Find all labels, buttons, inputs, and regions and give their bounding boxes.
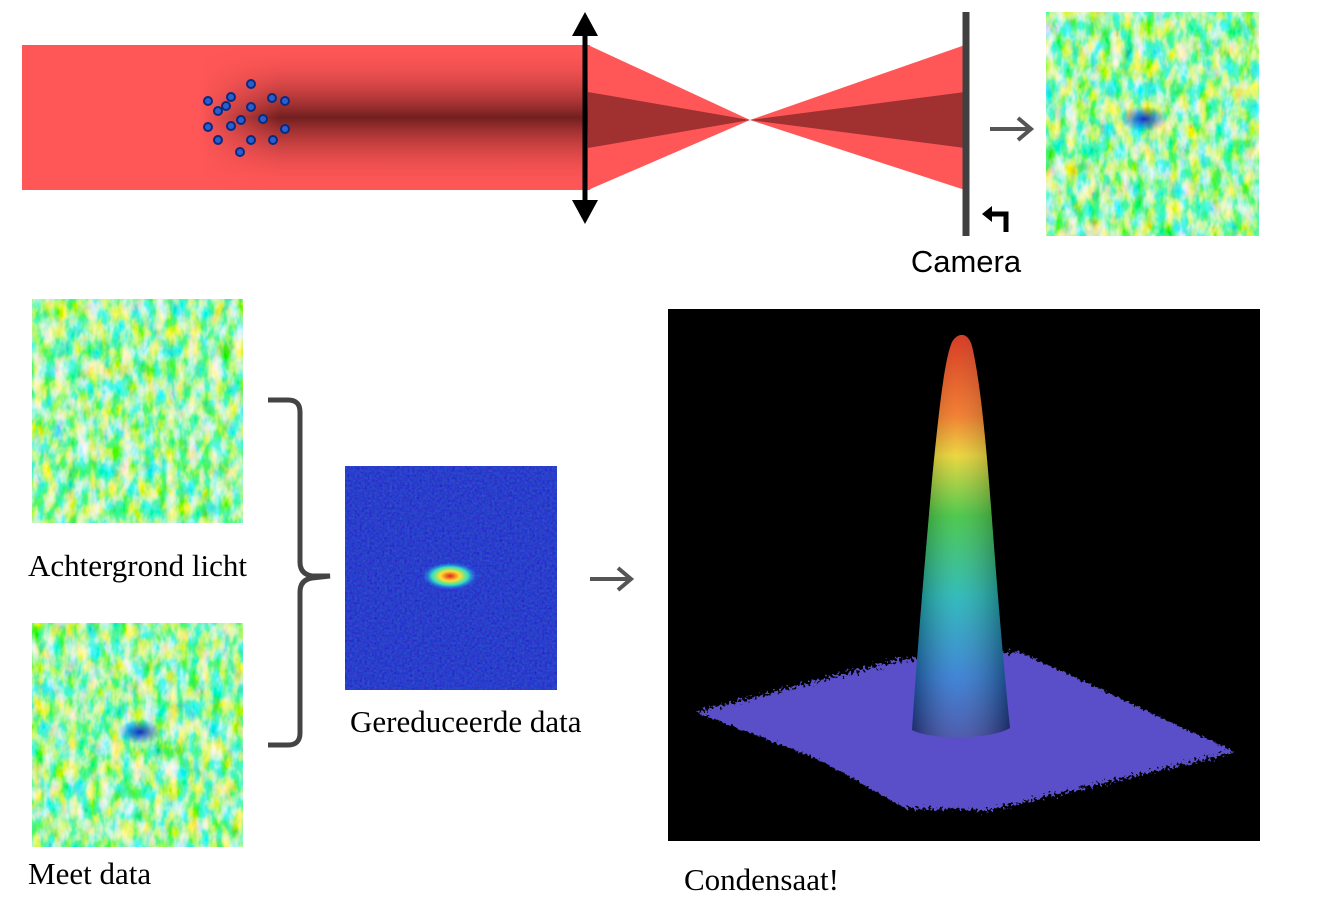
shadow-cone	[588, 92, 750, 148]
atoms	[203, 79, 290, 157]
arrow	[590, 566, 635, 592]
camera-label: Camera	[911, 244, 1022, 279]
measurement-label: Meet data	[28, 856, 151, 891]
arrow	[990, 116, 1035, 142]
condensate-label: Condensaat!	[684, 862, 839, 897]
condensate-spot	[422, 562, 478, 590]
pointer-arrow	[989, 211, 1009, 232]
reduced-label: Gereduceerde data	[350, 704, 582, 739]
peak-shading	[912, 334, 1010, 738]
background-label: Achtergrond licht	[28, 548, 247, 583]
bracket	[268, 397, 331, 748]
lens	[572, 12, 598, 224]
pointer-head	[982, 206, 992, 222]
atom-shadow	[118, 720, 162, 744]
shadow-cone	[750, 92, 965, 148]
atom-shadow	[1120, 106, 1168, 132]
background-image	[32, 299, 243, 523]
